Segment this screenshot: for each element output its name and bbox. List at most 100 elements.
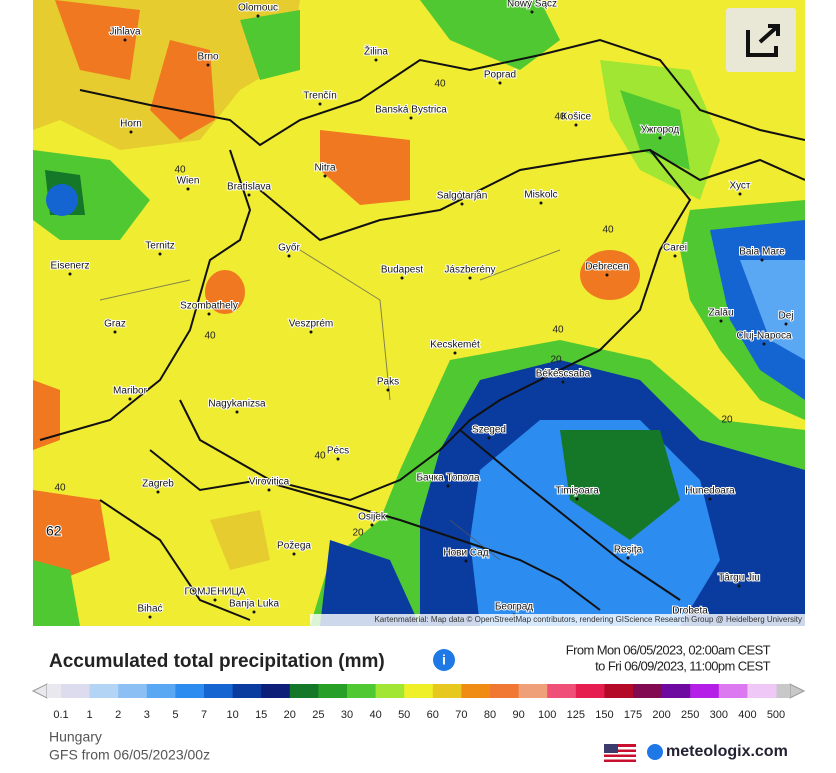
city-dot [156,490,160,494]
legend-label: 70 [455,709,467,721]
city-dot [760,258,764,262]
city-label: Banja Luka [229,599,279,610]
legend-label: 7 [201,709,207,721]
city-label: Baia Mare [739,247,785,258]
legend-label: 50 [398,709,410,721]
city-label: Eisenerz [51,261,90,272]
city-label: Szeged [472,425,506,436]
legend-edge [47,684,61,698]
legend-swatch [175,684,205,698]
city-label: Osijek [358,512,387,523]
city-dot [464,559,468,563]
city-label: Győr [278,243,300,254]
legend-swatch [432,684,462,698]
model: GFS from 06/05/2023/00z [49,747,210,763]
city-label: Graz [104,319,126,330]
period-from: From Mon 06/05/2023, 02:00am CEST [566,642,771,657]
city-label: Timișoara [555,486,599,497]
contour-label: 20 [550,355,562,366]
legend-swatch [575,684,605,698]
legend-title: Accumulated total precipitation (mm) [49,651,385,672]
contour-label: 40 [204,331,216,342]
legend-label: 90 [512,709,524,721]
contour-label: 40 [552,325,564,336]
legend-label: 150 [595,709,613,721]
city-dot [460,202,464,206]
share-icon[interactable] [746,24,780,57]
city-dot [468,276,472,280]
city-dot [453,351,457,355]
contour-label: 40 [602,225,614,236]
city-dot [626,556,630,560]
city-label: Ужгород [641,125,680,136]
legend-swatch [718,684,748,698]
flag [604,744,636,762]
city-dot [719,319,723,323]
legend-label: 10 [226,709,238,721]
legend-swatch [89,684,119,698]
city-dot [409,116,413,120]
legend-label: 5 [172,709,178,721]
city-dot [318,102,322,106]
city-label: Wien [177,176,200,187]
legend-swatch [118,684,148,698]
city-label: Veszprém [289,319,333,330]
city-dot [206,63,210,67]
city-label: Kecskemét [430,340,480,351]
city-label: Olomouc [238,3,278,14]
attribution: Kartenmaterial: Map data © OpenStreetMap… [374,615,802,624]
city-dot [247,193,251,197]
info-button[interactable]: i [433,649,455,671]
city-dot [148,615,152,619]
city-dot [708,497,712,501]
city-dot [386,388,390,392]
legend-label: 3 [144,709,150,721]
info-icon-glyph[interactable]: i [442,652,446,668]
city-dot [292,552,296,556]
legend-label: 80 [484,709,496,721]
legend-edge [776,684,790,698]
city-label: Pécs [327,446,349,457]
legend-swatch [289,684,319,698]
legend-label: 175 [624,709,642,721]
city-label: Trenčín [303,91,337,102]
city-dot [213,598,217,602]
info-icon[interactable] [433,649,455,671]
city-dot [158,252,162,256]
city-label: Banská Bystrica [375,105,447,116]
city-dot [235,410,239,414]
legend-swatch [461,684,491,698]
city-label: Požega [277,541,311,552]
city-label: Zalău [708,308,733,319]
city-dot [762,342,766,346]
legend-swatch [690,684,720,698]
city-label: Békéscsaba [536,369,591,380]
city-dot [374,58,378,62]
city-label: Београд [495,602,533,613]
city-dot [605,273,609,277]
legend-label: 1 [87,709,93,721]
map: Olomouc Jihlava Brno Žilina Nowy Sącz Poprad T… [33,0,805,626]
share-button[interactable] [726,8,796,72]
legend-swatch [261,684,291,698]
legend-label: 125 [567,709,585,721]
max-label: 62 [46,523,62,539]
city-dot [737,584,741,588]
legend-swatch [375,684,405,698]
city-label: Nagykanizsa [208,399,266,410]
city-label: Jihlava [109,27,141,38]
city-label: Paks [377,377,399,388]
city-dot [323,174,327,178]
city-dot [446,484,450,488]
city-label: Carei [663,243,687,254]
city-dot [539,201,543,205]
legend-swatch [547,684,577,698]
city-dot [123,38,127,42]
city-dot [530,10,534,14]
city-dot [68,272,72,276]
city-label: Žilina [364,45,388,58]
city-dot [267,488,271,492]
legend-swatch [347,684,377,698]
contour-label: 40 [554,112,566,123]
